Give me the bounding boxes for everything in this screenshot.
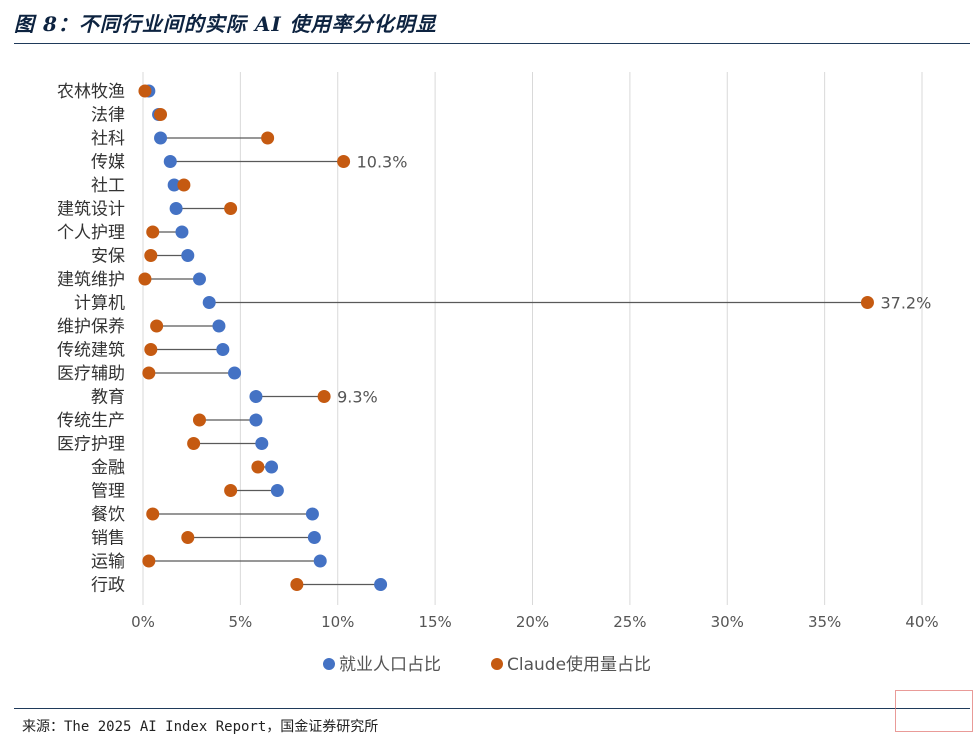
claude-point (181, 531, 195, 544)
legend-marker-claude (491, 658, 503, 670)
data-label: 37.2% (880, 294, 931, 313)
claude-point (138, 84, 152, 98)
employment-point (313, 554, 327, 568)
employment-point (265, 460, 279, 474)
category-label: 建筑设计 (57, 200, 125, 220)
employment-point (305, 507, 319, 521)
category-label: 医疗护理 (57, 435, 125, 455)
claude-point (142, 554, 156, 568)
category-label: 餐饮 (91, 505, 125, 525)
employment-point (249, 413, 263, 427)
x-tick-label: 40% (905, 613, 938, 631)
data-label: 9.3% (337, 388, 378, 407)
employment-point (270, 484, 284, 497)
category-label: 传统生产 (57, 411, 125, 431)
data-label: 10.3% (357, 153, 408, 172)
claude-point (290, 578, 304, 591)
category-label: 计算机 (74, 294, 125, 314)
legend-marker-employment (323, 658, 335, 670)
category-label: 法律 (91, 106, 125, 126)
employment-point (192, 272, 206, 286)
claude-point (144, 343, 158, 356)
claude-point (146, 225, 160, 239)
category-label: 销售 (91, 529, 125, 549)
category-label: 传媒 (91, 153, 125, 173)
category-label: 行政 (91, 576, 125, 596)
claude-point (146, 507, 160, 521)
claude-point (860, 296, 874, 309)
employment-point (175, 225, 189, 239)
legend-label-employment: 就业人口占比 (339, 655, 441, 675)
x-tick-label: 35% (808, 613, 841, 631)
category-label: 个人护理 (57, 223, 125, 243)
category-label: 传统建筑 (57, 341, 125, 361)
employment-point (181, 249, 195, 262)
x-tick-label: 10% (321, 613, 354, 631)
claude-point (187, 437, 201, 450)
title-rule (14, 43, 970, 44)
x-tick-label: 20% (516, 613, 549, 631)
category-label: 教育 (91, 388, 125, 408)
claude-point (177, 178, 191, 192)
category-label: 维护保养 (57, 317, 125, 337)
claude-point (261, 131, 275, 145)
category-label: 社工 (91, 176, 125, 196)
employment-point (307, 531, 321, 544)
category-label: 社科 (91, 129, 125, 149)
employment-point (255, 437, 269, 450)
legend-label-claude: Claude使用量占比 (507, 654, 651, 675)
employment-point (374, 578, 388, 591)
claude-point (150, 319, 164, 333)
employment-point (202, 296, 216, 309)
employment-point (249, 390, 263, 403)
category-label: 安保 (91, 247, 125, 267)
watermark-stamp (895, 690, 973, 732)
employment-point (216, 343, 230, 356)
employment-point (154, 131, 168, 145)
category-label: 建筑维护 (57, 270, 125, 290)
claude-point (138, 272, 152, 286)
category-label: 医疗辅助 (57, 364, 125, 384)
employment-point (163, 155, 177, 168)
employment-point (228, 366, 242, 380)
claude-point (317, 390, 331, 403)
x-tick-label: 0% (131, 613, 155, 631)
employment-point (169, 202, 183, 215)
x-tick-label: 5% (228, 613, 252, 631)
category-label: 农林牧渔 (57, 82, 125, 102)
claude-point (142, 366, 156, 380)
dumbbell-chart: 0% 5% 10% 15% 20% 25% 30% 35% 40% 农林牧渔法律社科传媒社工建筑设… (57, 72, 939, 675)
category-label: 金融 (91, 458, 125, 478)
employment-point (167, 178, 181, 192)
category-label: 管理 (91, 482, 125, 502)
claude-point (144, 249, 158, 262)
x-tick-label: 25% (613, 613, 646, 631)
claude-point (224, 202, 238, 215)
x-tick-label: 30% (711, 613, 744, 631)
employment-point (212, 319, 226, 333)
category-label: 运输 (91, 552, 125, 572)
figure-title: 图 8：不同行业间的实际 AI 使用率分化明显 (14, 12, 437, 36)
source-note: 来源：The 2025 AI Index Report，国金证券研究所 (22, 719, 379, 735)
claude-point (154, 108, 168, 121)
claude-point (192, 413, 206, 427)
x-tick-label: 15% (418, 613, 451, 631)
claude-point (224, 484, 238, 497)
claude-point (337, 155, 351, 168)
claude-point (251, 460, 265, 474)
source-rule (14, 708, 970, 709)
